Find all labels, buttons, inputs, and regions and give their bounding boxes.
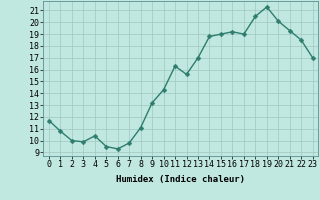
X-axis label: Humidex (Indice chaleur): Humidex (Indice chaleur) — [116, 175, 245, 184]
